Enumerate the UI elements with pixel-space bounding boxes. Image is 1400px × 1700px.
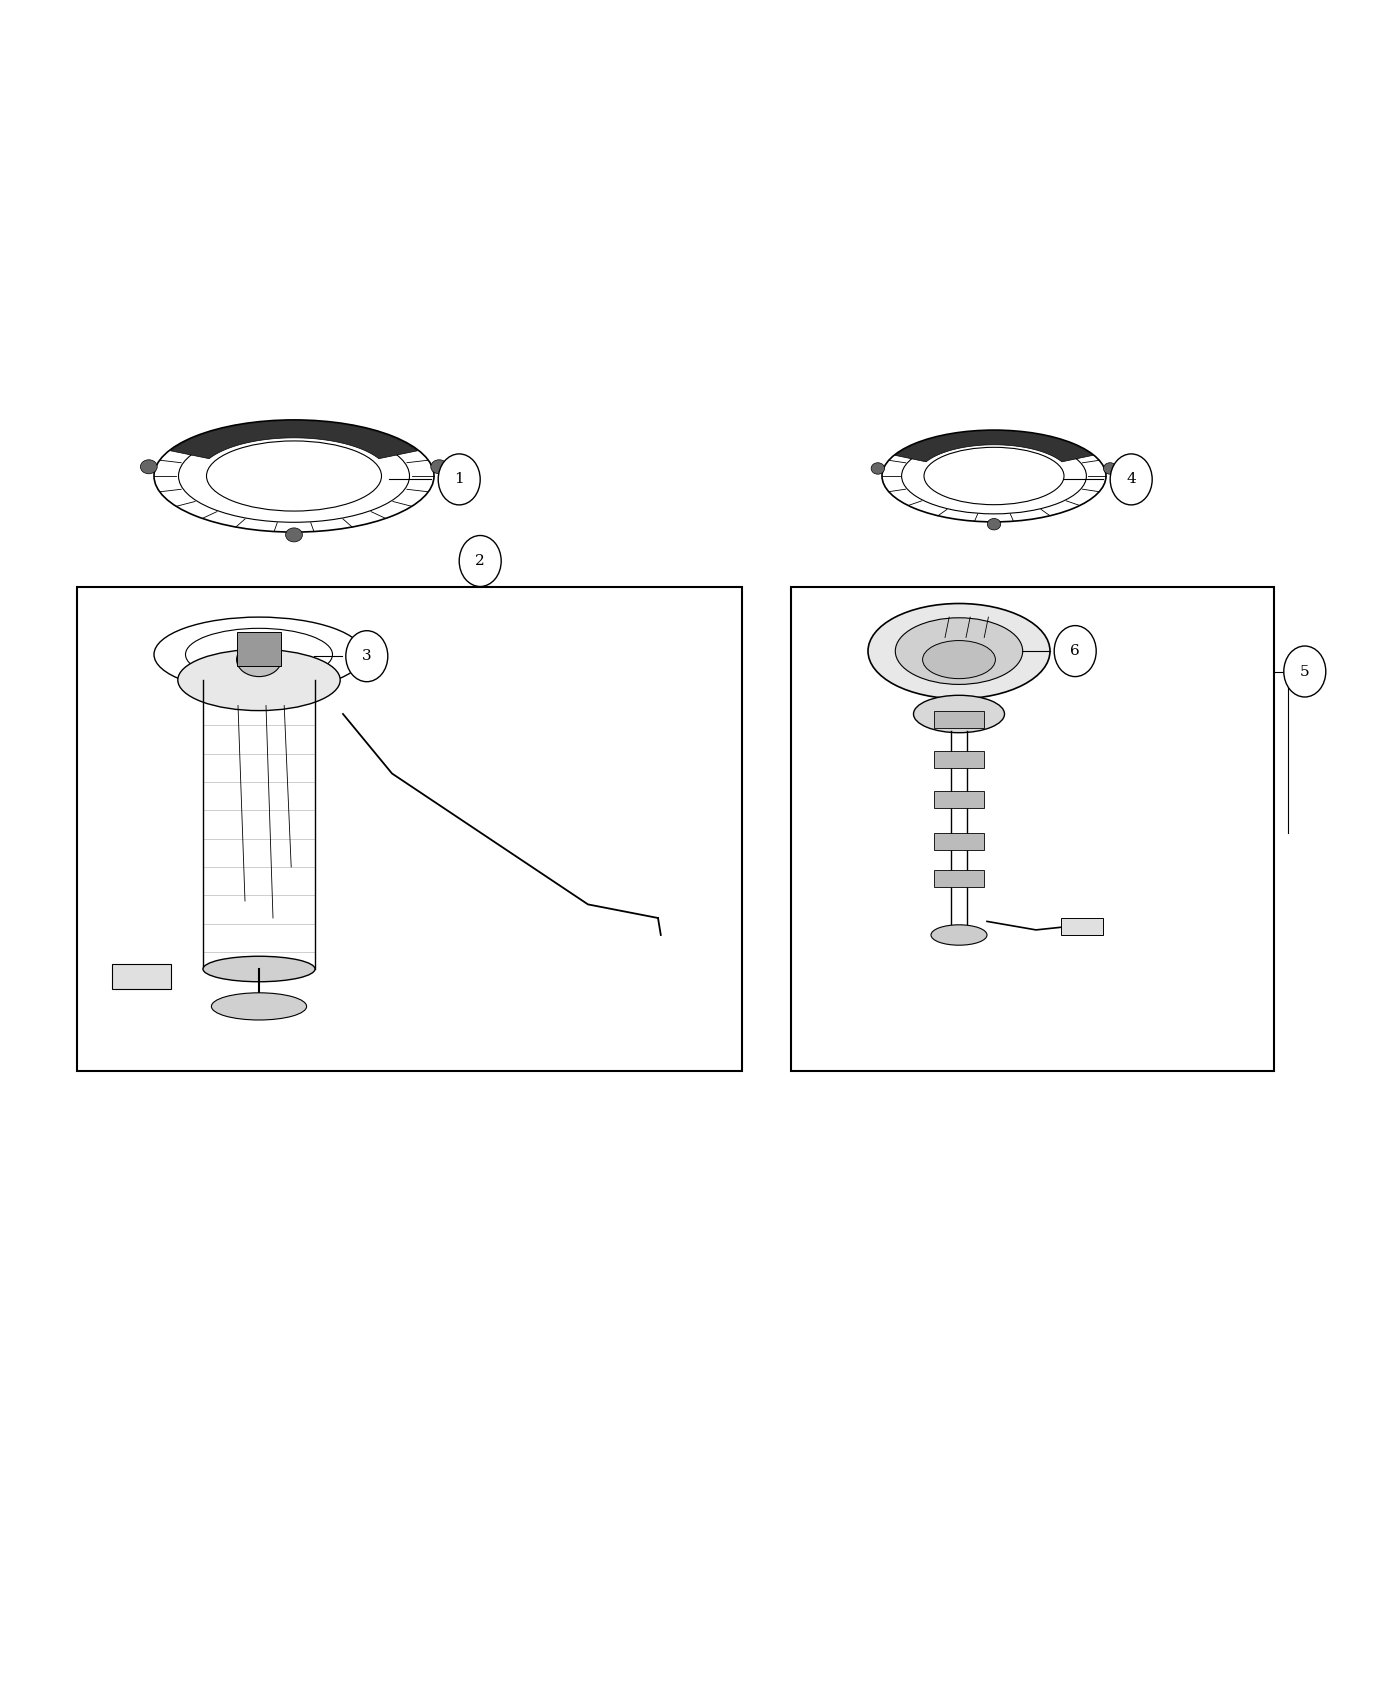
- Bar: [934, 751, 984, 768]
- Ellipse shape: [931, 925, 987, 945]
- Text: 5: 5: [1301, 665, 1309, 678]
- Ellipse shape: [178, 649, 340, 711]
- Text: 6: 6: [1071, 644, 1079, 658]
- Ellipse shape: [1103, 462, 1117, 474]
- Ellipse shape: [868, 604, 1050, 699]
- Bar: [934, 711, 984, 728]
- Text: 4: 4: [1127, 473, 1135, 486]
- Ellipse shape: [179, 430, 409, 522]
- Ellipse shape: [286, 529, 302, 542]
- Text: 1: 1: [455, 473, 463, 486]
- Bar: [237, 632, 281, 666]
- Ellipse shape: [154, 420, 434, 532]
- Ellipse shape: [924, 447, 1064, 505]
- Bar: [112, 964, 171, 989]
- Ellipse shape: [902, 439, 1086, 513]
- Bar: [77, 586, 742, 1071]
- Circle shape: [1284, 646, 1326, 697]
- Bar: [1061, 918, 1103, 935]
- Ellipse shape: [207, 440, 381, 512]
- Ellipse shape: [140, 459, 157, 474]
- Ellipse shape: [896, 617, 1023, 685]
- Text: 3: 3: [363, 649, 371, 663]
- Ellipse shape: [987, 518, 1001, 530]
- Ellipse shape: [882, 430, 1106, 522]
- Ellipse shape: [431, 459, 448, 474]
- Ellipse shape: [203, 955, 315, 983]
- Circle shape: [346, 631, 388, 682]
- Bar: [791, 586, 1274, 1071]
- Bar: [934, 790, 984, 807]
- Ellipse shape: [871, 462, 885, 474]
- Ellipse shape: [211, 993, 307, 1020]
- Circle shape: [1110, 454, 1152, 505]
- Circle shape: [1054, 626, 1096, 677]
- Ellipse shape: [185, 629, 333, 680]
- Ellipse shape: [154, 617, 364, 692]
- Circle shape: [438, 454, 480, 505]
- Ellipse shape: [913, 695, 1005, 733]
- Text: 2: 2: [476, 554, 484, 568]
- Circle shape: [459, 536, 501, 586]
- Bar: [934, 870, 984, 887]
- Polygon shape: [895, 430, 1093, 462]
- Polygon shape: [171, 420, 417, 459]
- Ellipse shape: [923, 641, 995, 678]
- Bar: [934, 833, 984, 850]
- Ellipse shape: [237, 643, 281, 677]
